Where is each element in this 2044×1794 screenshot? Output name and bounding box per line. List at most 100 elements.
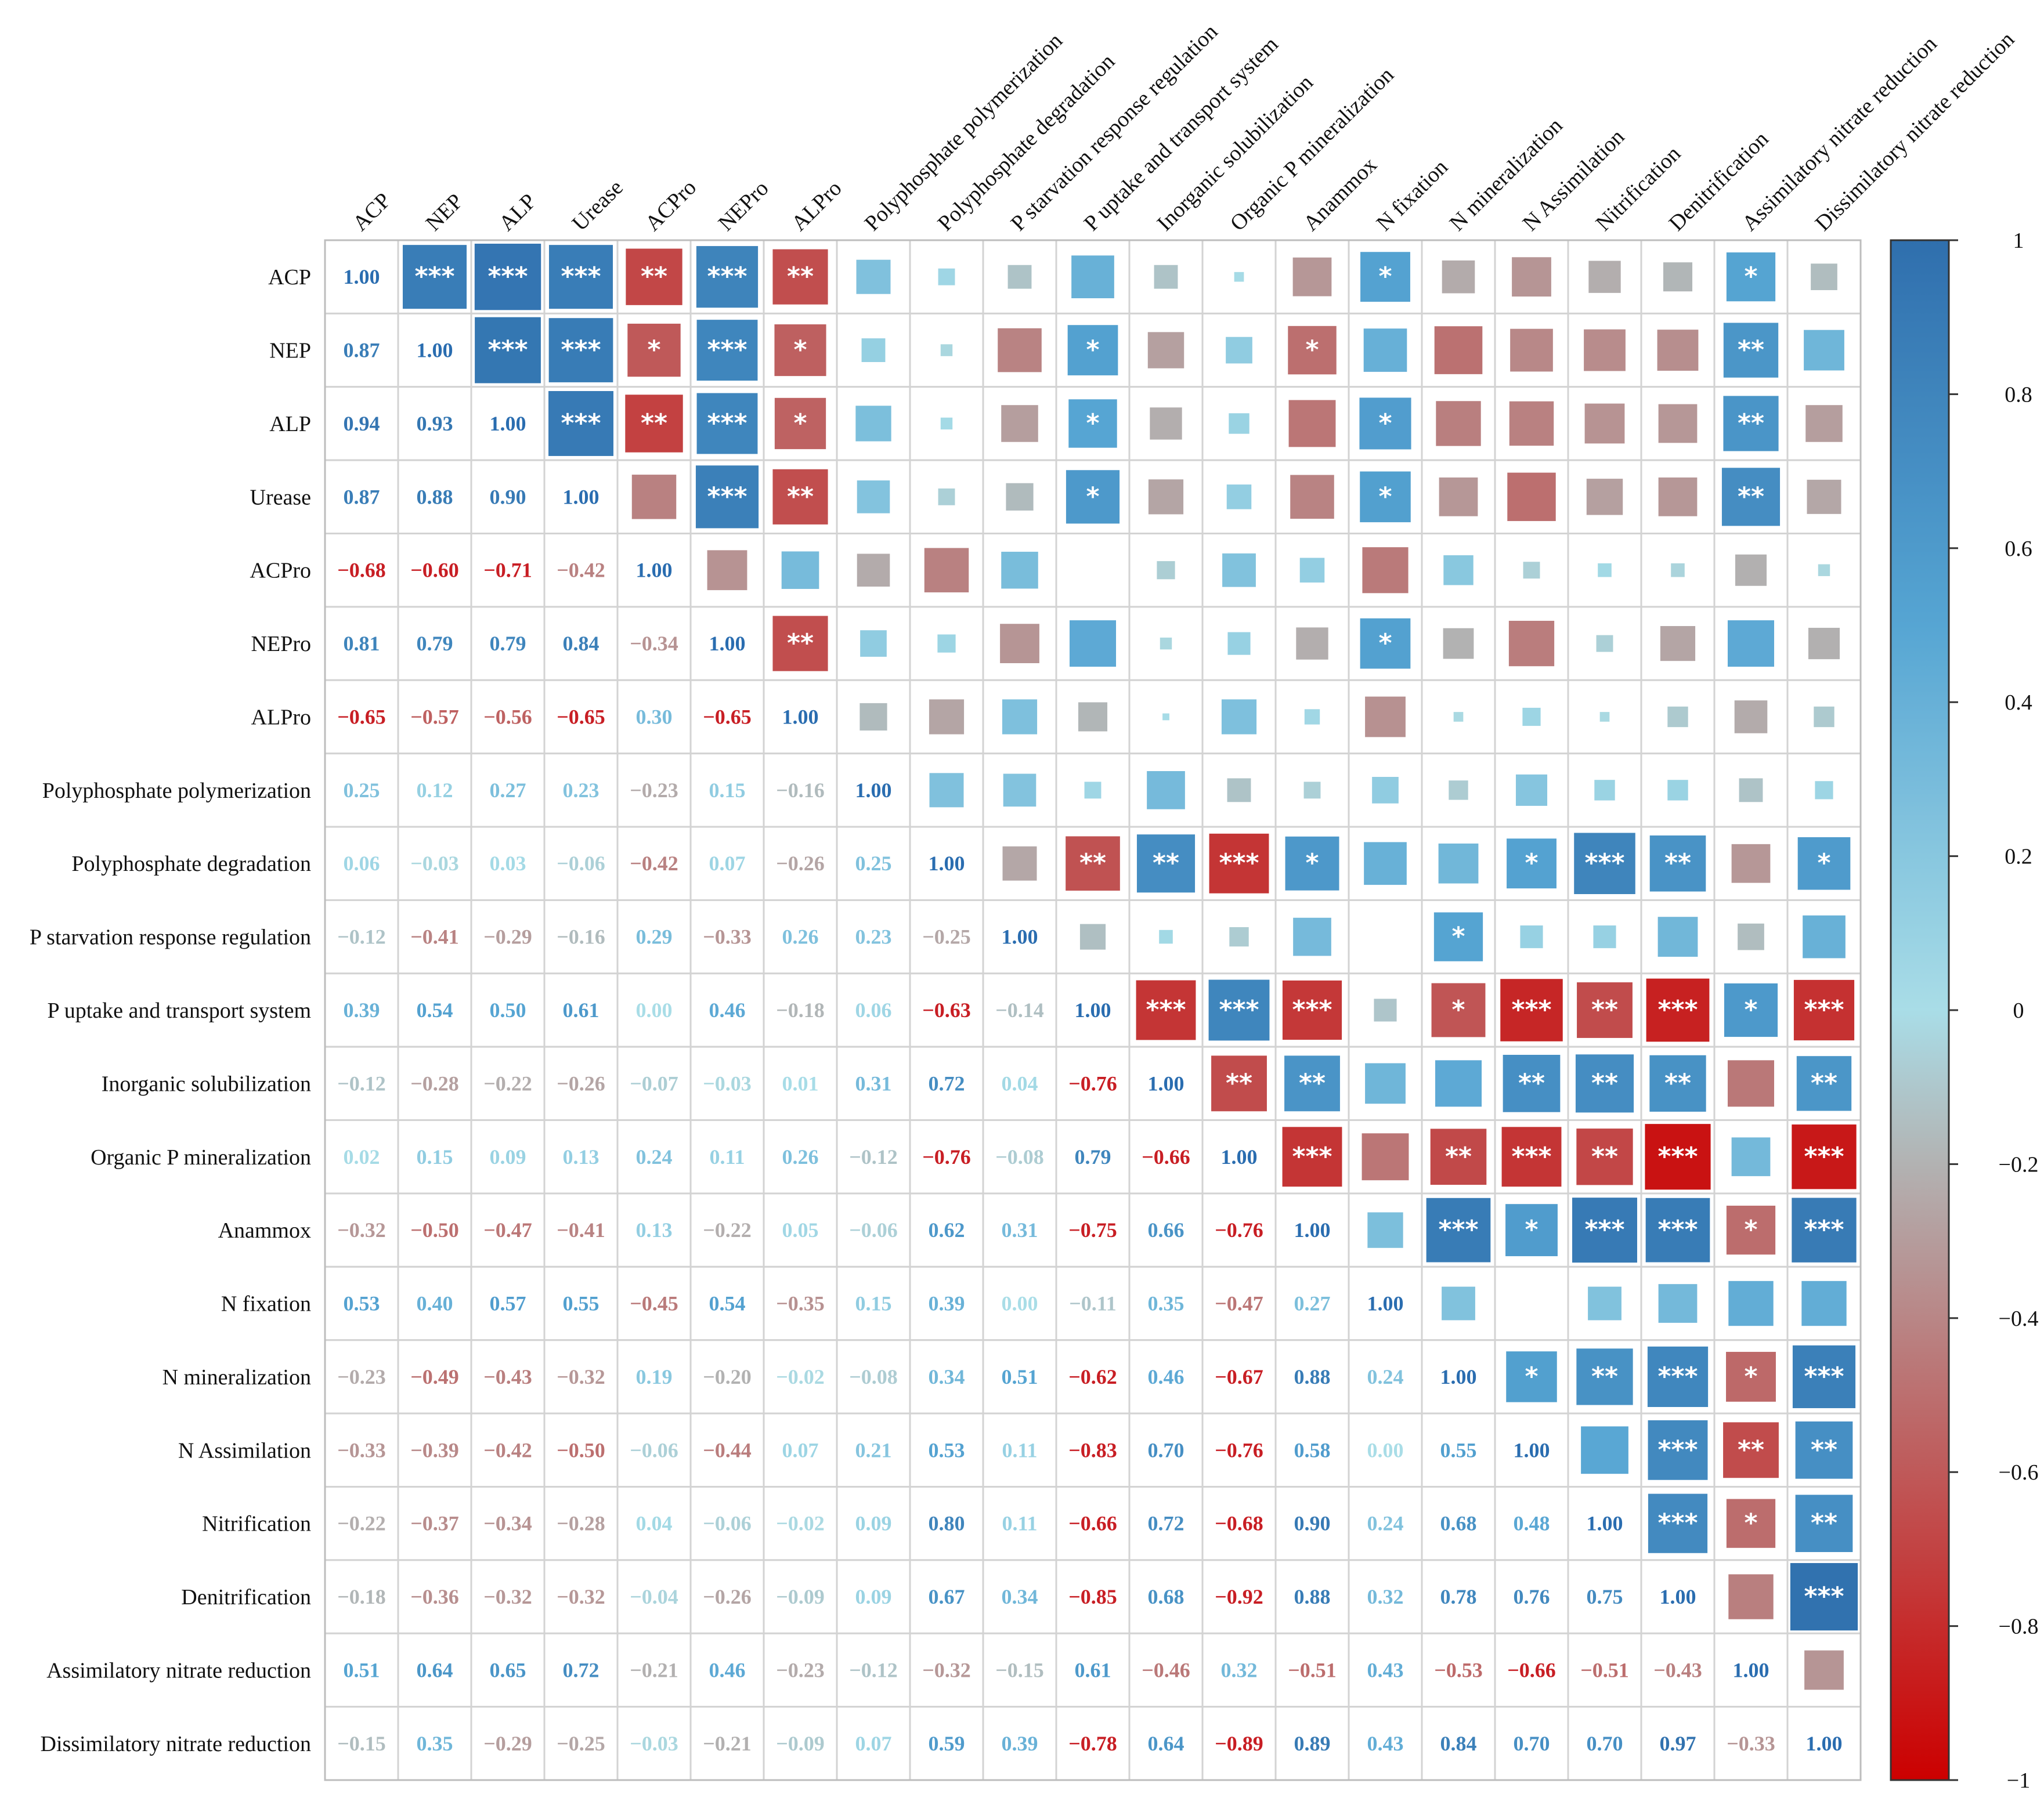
grid-cell (1274, 1192, 1350, 1268)
diagonal-value: 1.00 (1294, 1218, 1331, 1242)
grid-cell (982, 1706, 1057, 1781)
correlation-square (1162, 713, 1169, 721)
correlation-value: −0.50 (557, 1438, 605, 1462)
grid-cell (616, 1046, 692, 1122)
correlation-value: 0.97 (1660, 1732, 1696, 1755)
correlation-square (1647, 1346, 1709, 1408)
significance-mark: ** (787, 628, 814, 658)
significance-mark: *** (707, 482, 747, 511)
correlation-value: 0.09 (855, 1512, 892, 1535)
correlation-value: 0.54 (709, 1292, 746, 1315)
grid-cell (1128, 1412, 1204, 1488)
grid-cell (324, 679, 399, 755)
grid-cell (1055, 1412, 1131, 1488)
column-label: ALPro (787, 176, 847, 236)
correlation-square (1727, 620, 1775, 667)
correlation-square (1304, 709, 1320, 725)
correlation-square (548, 390, 613, 456)
correlation-value: 0.26 (782, 1145, 819, 1169)
grid-cell (543, 679, 619, 755)
correlation-square (1003, 773, 1037, 807)
grid-cell (689, 753, 765, 828)
significance-mark: ** (1811, 1435, 1837, 1464)
row-label: Nitrification (202, 1512, 311, 1536)
correlation-square (1581, 1426, 1628, 1474)
correlation-square (1290, 475, 1334, 519)
correlation-square (1574, 833, 1635, 895)
correlation-value: −0.51 (1580, 1658, 1629, 1681)
correlation-value: −0.37 (410, 1512, 459, 1535)
correlation-square (1584, 329, 1626, 371)
significance-mark: ** (1738, 335, 1764, 365)
grid-cell (689, 1559, 765, 1634)
correlation-value: −0.39 (410, 1438, 459, 1462)
grid-cell (689, 972, 765, 1048)
correlation-square (1234, 272, 1244, 282)
row-label: Assimilatory nitrate reduction (46, 1658, 311, 1683)
significance-mark: ** (1445, 1142, 1472, 1171)
correlation-square (1648, 1493, 1708, 1553)
grid-cell (763, 1192, 838, 1268)
correlation-square (1523, 562, 1540, 579)
correlation-value: −0.11 (1069, 1292, 1117, 1315)
correlation-value: −0.23 (776, 1658, 825, 1681)
correlation-value: 0.25 (344, 779, 380, 802)
correlation-square (1814, 706, 1834, 728)
correlation-value: 0.90 (1294, 1512, 1331, 1535)
grid-cell (909, 1119, 984, 1195)
correlation-square (1726, 252, 1776, 302)
grid-cell (836, 1046, 911, 1122)
grid-cell (836, 239, 911, 314)
correlation-value: −0.65 (337, 705, 386, 728)
grid-cell (543, 1632, 619, 1708)
correlation-value: −0.34 (630, 632, 678, 655)
significance-mark: *** (1146, 995, 1186, 1025)
correlation-square (1359, 397, 1411, 450)
grid-cell (1055, 1192, 1131, 1268)
significance-mark: * (1086, 482, 1099, 511)
grid-cell (1494, 1559, 1569, 1634)
colorbar-tick-label: 0.6 (2005, 537, 2032, 561)
grid-cell (1201, 1632, 1277, 1708)
correlation-square (1147, 332, 1184, 368)
correlation-value: 0.50 (490, 999, 526, 1022)
correlation-square (1645, 1198, 1710, 1263)
correlation-square (1066, 470, 1120, 524)
row-label: ALPro (251, 705, 311, 729)
significance-mark: *** (707, 335, 747, 365)
grid-cell (616, 753, 692, 828)
grid-cell (397, 1339, 472, 1415)
grid-cell (324, 826, 399, 901)
correlation-value: 0.24 (1367, 1365, 1404, 1388)
grid-cell (1421, 1412, 1496, 1488)
correlation-value: −0.65 (557, 705, 605, 728)
correlation-value: −0.26 (557, 1072, 605, 1095)
grid-cell (763, 1412, 838, 1488)
correlation-square (1726, 1206, 1776, 1255)
correlation-value: −0.47 (483, 1218, 532, 1242)
correlation-square (940, 417, 953, 430)
grid-cell (763, 1119, 838, 1195)
grid-cell (470, 533, 546, 608)
grid-cell (1128, 1632, 1204, 1708)
row-label: NEP (269, 339, 311, 363)
correlation-square (1284, 1055, 1340, 1112)
significance-mark: *** (1292, 995, 1332, 1025)
grid-cell (909, 899, 984, 975)
correlation-value: 0.88 (1294, 1585, 1331, 1608)
correlation-value: −0.29 (483, 925, 532, 949)
grid-cell (689, 826, 765, 901)
correlation-value: 0.46 (709, 1658, 746, 1681)
grid-cell (689, 1485, 765, 1561)
significance-mark: *** (1657, 1435, 1698, 1464)
correlation-square (1512, 257, 1551, 297)
grid-cell (616, 533, 692, 608)
correlation-value: −0.02 (776, 1365, 825, 1388)
correlation-value: −0.06 (849, 1218, 898, 1242)
grid-cell (324, 459, 399, 535)
grid-cell (616, 1706, 692, 1781)
grid-cell (543, 972, 619, 1048)
significance-mark: *** (1657, 1215, 1698, 1245)
significance-mark: *** (1219, 848, 1259, 878)
correlation-square (1007, 265, 1032, 289)
